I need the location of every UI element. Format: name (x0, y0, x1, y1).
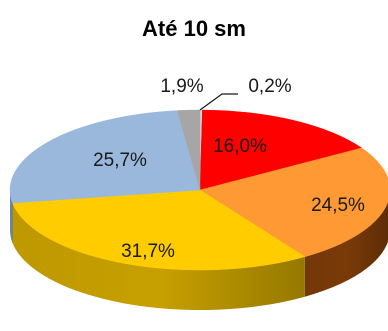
slice-31-7-side-shade (12, 203, 305, 310)
slice-25-7-label: 25,7% (93, 150, 147, 171)
slice-labels: 0,2% 16,0% 24,5% 31,7% 25,7% 1,9% (93, 76, 365, 262)
slice-24-5 (199, 147, 388, 257)
pie-sides (10, 190, 388, 310)
slice-31-7-label: 31,7% (121, 241, 175, 262)
slice-0-2-label: 0,2% (248, 76, 291, 97)
slice-24-5-label: 24,5% (311, 195, 365, 216)
pie-tops (9, 109, 388, 271)
slice-16-0 (199, 109, 363, 191)
slice-31-7 (12, 189, 306, 271)
slice-25-7 (9, 110, 201, 204)
chart-title: Até 10 sm (142, 16, 246, 41)
leader-lines (199, 93, 238, 111)
slice-1-9 (177, 109, 201, 191)
slice-1-9-label: 1,9% (160, 76, 203, 97)
slice-16-0-label: 16,0% (213, 136, 267, 157)
slice-0-2-leader-line (199, 93, 238, 111)
slice-24-5-side-shade (304, 201, 388, 297)
slice-25-7-side-shade (10, 190, 13, 244)
